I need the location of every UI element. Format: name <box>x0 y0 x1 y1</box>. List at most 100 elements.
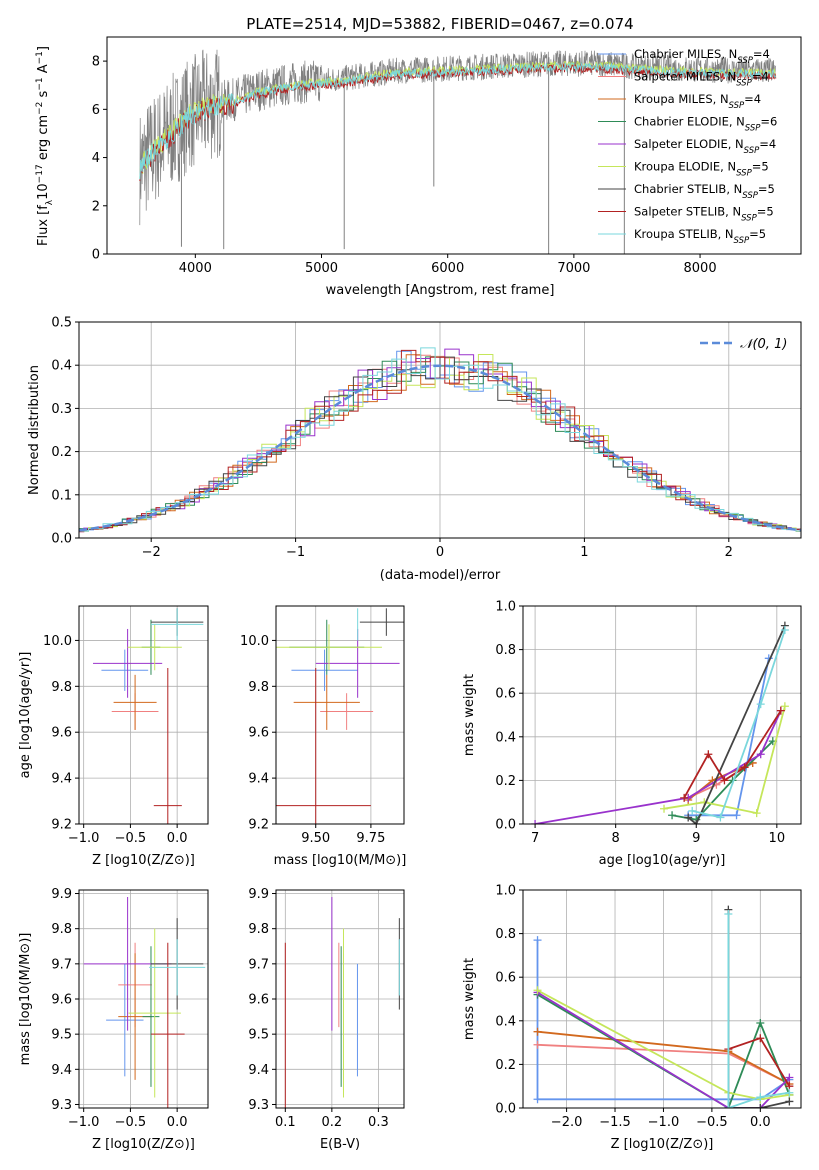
y-tick-label: 9.5 <box>248 1028 269 1043</box>
mass-weight-marker <box>756 1018 765 1027</box>
mass-weight-marker <box>724 1104 733 1108</box>
y-tick-label: 9.8 <box>248 680 269 695</box>
y-tick-label: 9.7 <box>51 957 72 972</box>
mass-weight-marker <box>688 806 697 815</box>
ylabel-part: λ <box>45 199 55 205</box>
x-tick-label: 0.3 <box>368 1115 389 1130</box>
panel-xlabel: mass [log10(M/M⊙)] <box>274 853 407 868</box>
mass-weight-line <box>727 914 790 1108</box>
mass-weight-marker <box>680 793 689 802</box>
residual-xlabel: (data-model)/error <box>380 568 501 583</box>
x-tick-label: 8 <box>612 831 620 846</box>
residual-histograms <box>79 347 801 533</box>
x-tick-label: 7000 <box>557 261 590 276</box>
normal-distribution-curve <box>79 364 801 532</box>
x-tick-label: −1 <box>286 545 305 560</box>
mass-weight-marker <box>668 811 677 820</box>
legend-entry: Kroupa ELODIE, NSSP=5 <box>634 160 769 179</box>
x-tick-label: −2 <box>142 545 161 560</box>
mass-weight-marker <box>533 1027 542 1036</box>
legend-entry: Chabrier ELODIE, NSSP=6 <box>634 115 777 134</box>
x-tick-label: 8000 <box>684 261 717 276</box>
mass-vs-Z-panel: −1.0 −0.5 0.0 9.3 9.4 9.5 9.6 9.7 9.8 9.9 Z [log10… <box>18 887 209 1152</box>
legend-text: =6 <box>760 115 777 129</box>
mass-weight-marker <box>531 820 540 824</box>
x-tick-label: −1.0 <box>68 831 100 846</box>
y-tick-label: 0.4 <box>51 359 72 374</box>
y-tick-label: 0.0 <box>495 1102 516 1117</box>
y-tick-label: 9.2 <box>248 818 269 833</box>
panel-xlabel: Z [log10(Z/Z⊙)] <box>611 1137 714 1152</box>
spectrum-lines <box>139 49 777 254</box>
x-tick-label: −1.5 <box>599 1115 631 1130</box>
legend-entry: Salpeter ELODIE, NSSP=4 <box>634 137 776 156</box>
residual-histogram-step <box>79 354 801 532</box>
x-tick-label: 0.0 <box>167 1115 188 1130</box>
y-tick-label: 0 <box>92 248 100 263</box>
weight-vs-age-panel: 7 8 9 10 0.0 0.2 0.4 0.6 0.8 1.0 age [log10(age/yr… <box>462 600 802 868</box>
y-tick-label: 1.0 <box>495 600 516 615</box>
legend-text: Kroupa STELIB, N <box>634 227 734 241</box>
legend-text: =4 <box>753 47 770 61</box>
mass-weight-line <box>663 706 786 815</box>
mass-weight-marker <box>704 750 713 759</box>
panel-marks <box>284 897 400 1108</box>
x-tick-label: −2.0 <box>551 1115 583 1130</box>
y-tick-label: 0.4 <box>495 1014 516 1029</box>
y-tick-label: 0.8 <box>495 643 516 658</box>
y-tick-label: 0.3 <box>51 402 72 417</box>
legend-text: Salpeter STELIB, N <box>634 205 741 219</box>
panel-ylabel: mass [log10(M/M⊙)] <box>18 933 33 1066</box>
y-tick-label: 0.0 <box>495 818 516 833</box>
mass-weight-marker <box>533 936 542 945</box>
mass-weight-marker <box>756 1104 765 1108</box>
x-tick-label: 1 <box>580 545 588 560</box>
residual-panel: −2 −1 0 1 2 0.0 0.1 0.2 0.3 0.4 0.5 (data-model)/e… <box>27 316 802 583</box>
y-tick-label: 10.0 <box>43 634 72 649</box>
ylabel-part: −1 <box>35 51 45 64</box>
panel-ylabel: age [log10(age/yr)] <box>18 652 33 779</box>
panel-frame <box>275 605 405 825</box>
legend-text: Chabrier MILES, N <box>634 47 737 61</box>
ylabel-part: s <box>36 90 51 101</box>
legend-entry: Salpeter MILES, NSSP=4 <box>634 70 769 89</box>
y-tick-label: 9.3 <box>51 1098 72 1113</box>
legend-subscript: SSP <box>744 146 760 156</box>
y-tick-label: 0.1 <box>51 488 72 503</box>
mass-weight-marker <box>724 909 733 918</box>
y-tick-label: 0.8 <box>495 927 516 942</box>
ylabel-part: ] <box>36 46 51 51</box>
residual-legend: 𝒩(0, 1) <box>700 337 787 352</box>
mass-weight-line <box>671 740 774 821</box>
panel-frame <box>522 605 802 825</box>
y-tick-label: 9.2 <box>51 818 72 833</box>
legend-text: Kroupa MILES, N <box>634 92 729 106</box>
mass-weight-marker <box>780 702 789 711</box>
x-tick-label: 0.0 <box>750 1115 771 1130</box>
y-tick-label: 9.8 <box>248 922 269 937</box>
mass-weight-line <box>537 991 791 1108</box>
y-tick-label: 6 <box>92 103 100 118</box>
y-tick-label: 9.3 <box>248 1098 269 1113</box>
mass-weight-marker <box>752 809 761 818</box>
legend-subscript: SSP <box>742 191 758 201</box>
spectrum-legend: Chabrier MILES, N SSP =4 Salpeter MILES, NS… <box>598 47 777 246</box>
y-tick-label: 10.0 <box>240 634 269 649</box>
panel-ylabel: mass weight <box>462 674 477 756</box>
mass-weight-marker <box>785 1073 794 1082</box>
mass-weight-line <box>534 710 782 824</box>
legend-text: Salpeter ELODIE, N <box>634 137 744 151</box>
y-tick-label: 9.5 <box>51 1028 72 1043</box>
x-tick-label: 0.0 <box>167 831 188 846</box>
panel-xlabel: Z [log10(Z/Z⊙)] <box>92 853 195 868</box>
y-tick-label: 8 <box>92 55 100 70</box>
x-tick-label: 4000 <box>179 261 212 276</box>
legend-entry: Kroupa STELIB, NSSP=5 <box>634 227 766 246</box>
age-vs-Z-panel: −1.0 −0.5 0.0 9.2 9.4 9.6 9.8 10.0 Z [log10(Z/Z⊙… <box>18 605 209 868</box>
panel-marks <box>276 608 404 824</box>
y-tick-label: 9.6 <box>248 726 269 741</box>
mass-weight-marker <box>660 804 669 813</box>
y-tick-label: 0.6 <box>495 971 516 986</box>
y-tick-label: 9.6 <box>248 993 269 1008</box>
